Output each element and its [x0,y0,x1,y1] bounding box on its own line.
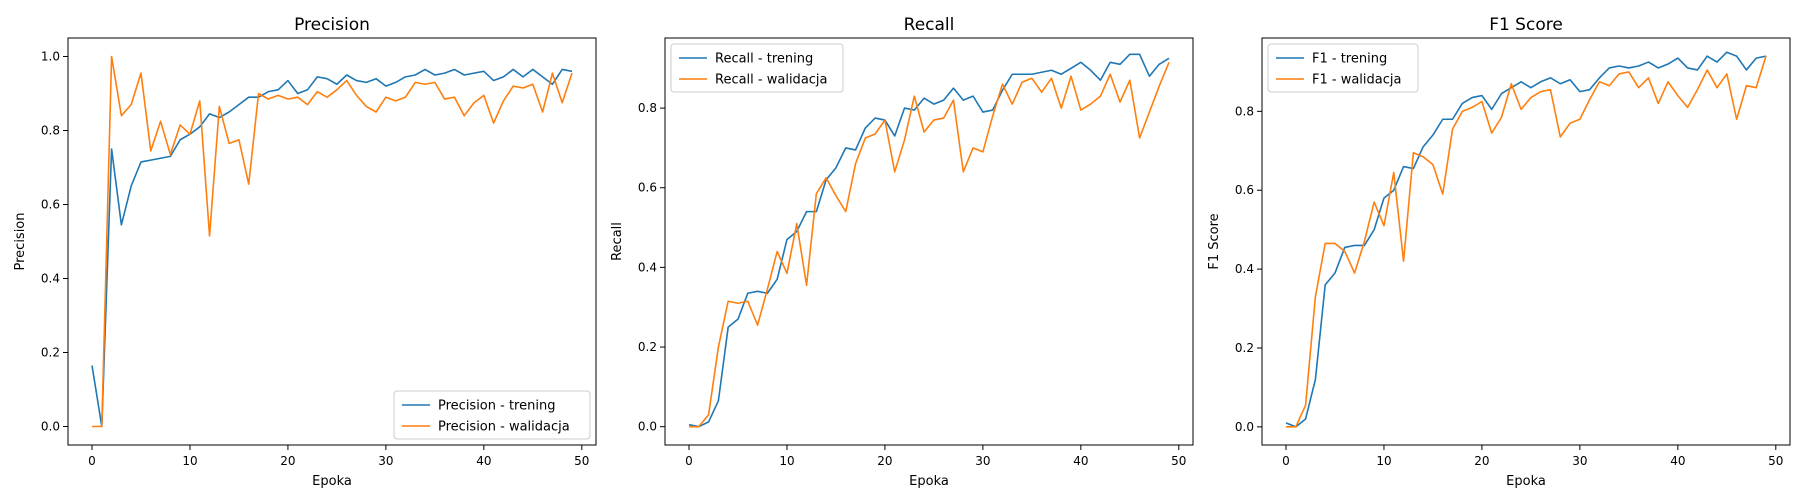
chart-panel-0: Precision 0 10 20 30 40 50 0.0 0.2 0.4 0.6 0.8 1.0 Ep… [13,15,597,489]
y-tick-label: 0.4 [1235,262,1254,276]
series-line-trening [688,53,1170,428]
x-tick-label: 10 [182,454,197,468]
chart-panel-2: F1 Score 0 10 20 30 40 50 0.0 0.2 0.4 0.6 0.8 Epoka F… [1207,15,1791,489]
legend: Precision - trening Precision - walidacja [393,390,591,440]
x-tick-label: 10 [1376,454,1391,468]
plot-frame [1261,37,1791,446]
y-tick-label: 0.6 [41,198,60,212]
x-axis-label: Epoka [312,474,352,489]
x-tick-label: 30 [378,454,393,468]
legend-label: Precision - walidacja [438,420,570,435]
y-axis-label: F1 Score [1207,213,1222,269]
chart-title: Recall [904,15,955,35]
chart-title: Precision [294,15,370,35]
x-tick-label: 0 [685,454,693,468]
series-line-trening [91,68,573,428]
x-tick-label: 0 [88,454,96,468]
y-axis-label: Recall [610,222,625,261]
plot-frame [67,37,597,446]
x-tick-label: 20 [877,454,892,468]
y-tick-label: 0.6 [1235,183,1254,197]
legend: F1 - trening F1 - walidacja [1267,43,1419,93]
x-tick-label: 40 [1073,454,1088,468]
x-tick-label: 30 [1572,454,1587,468]
x-tick-label: 50 [1768,454,1783,468]
y-tick-label: 0.8 [638,101,657,115]
y-tick-label: 0.0 [638,420,657,434]
x-tick-label: 10 [779,454,794,468]
legend-label: F1 - walidacja [1312,73,1401,88]
x-axis-label: Epoka [1506,474,1546,489]
x-tick-label: 40 [476,454,491,468]
x-tick-label: 30 [975,454,990,468]
x-tick-label: 40 [1670,454,1685,468]
plot-frame [664,37,1194,446]
y-axis-label: Precision [13,212,28,270]
x-tick-label: 0 [1282,454,1290,468]
legend-box [393,390,591,440]
y-tick-label: 0.2 [1235,341,1254,355]
x-tick-label: 20 [280,454,295,468]
legend-box [670,43,844,93]
x-axis-label: Epoka [909,474,949,489]
y-tick-label: 0.4 [41,272,60,286]
y-tick-label: 0.6 [638,181,657,195]
y-tick-label: 0.2 [638,340,657,354]
x-tick-label: 50 [1171,454,1186,468]
series-line-walidacja [92,55,573,428]
series-line-walidacja [1286,55,1767,428]
x-tick-label: 50 [574,454,589,468]
chart-panel-1: Recall 0 10 20 30 40 50 0.0 0.2 0.4 0.6 0.8 Epoka Rec… [610,15,1194,489]
y-tick-label: 0.8 [1235,104,1254,118]
series-line-trening [1285,51,1767,428]
legend-label: Precision - trening [438,399,555,414]
legend-box [1267,43,1419,93]
legend-label: Recall - walidacja [715,73,828,88]
y-tick-label: 0.4 [638,260,657,274]
y-tick-label: 0.0 [1235,420,1254,434]
legend: Recall - trening Recall - walidacja [670,43,844,93]
series-line-walidacja [689,61,1170,428]
legend-label: F1 - trening [1312,52,1387,67]
legend-label: Recall - trening [715,52,813,67]
chart-title: F1 Score [1489,15,1563,35]
y-tick-label: 0.0 [41,420,60,434]
y-tick-label: 0.2 [41,346,60,360]
y-tick-label: 0.8 [41,124,60,138]
x-tick-label: 20 [1474,454,1489,468]
y-tick-label: 1.0 [41,50,60,64]
